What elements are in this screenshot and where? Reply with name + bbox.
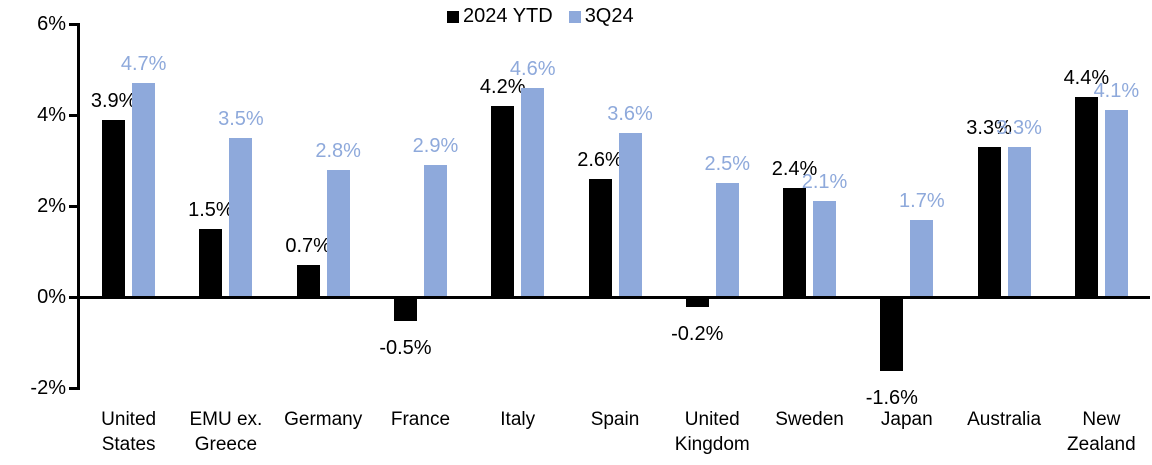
bar-3q24-new-zealand — [1104, 110, 1128, 297]
value-label-3q24-italy: 4.6% — [509, 57, 556, 80]
bar-2024-ytd-japan — [880, 298, 904, 371]
legend: 2024 YTD 3Q24 — [447, 5, 634, 28]
bar-3q24-spain — [618, 133, 642, 297]
category-label-new-zealand: New Zealand — [1067, 409, 1136, 455]
bar-2024-ytd-france — [393, 298, 417, 321]
y-tick — [69, 387, 77, 390]
category-label-united-kingdom: United Kingdom — [674, 409, 750, 455]
value-label-3q24-united-states: 4.7% — [120, 53, 167, 76]
category-label-emu-ex-greece: EMU ex. Greece — [189, 409, 263, 455]
value-label-2024-ytd-spain: 2.6% — [577, 148, 623, 171]
value-label-3q24-united-kingdom: 2.5% — [704, 153, 751, 176]
category-label-italy: Italy — [500, 409, 536, 430]
value-label-2024-ytd-sweden: 2.4% — [771, 157, 818, 180]
y-tick-label: 0% — [37, 286, 66, 308]
bar-3q24-france — [423, 165, 447, 297]
bar-2024-ytd-united-states — [102, 119, 126, 297]
category-label-germany: Germany — [284, 409, 363, 430]
value-label-2024-ytd-united-states: 3.9% — [90, 89, 137, 112]
value-label-3q24-spain: 3.6% — [607, 103, 653, 126]
y-tick — [69, 23, 77, 26]
bar-3q24-japan — [910, 219, 934, 297]
value-label-2024-ytd-japan: -1.6% — [865, 386, 918, 409]
value-label-2024-ytd-germany: 0.7% — [285, 235, 331, 258]
bar-2024-ytd-italy — [491, 105, 515, 297]
value-label-2024-ytd-united-kingdom: -0.2% — [671, 323, 724, 346]
y-tick — [69, 114, 77, 117]
y-tick-label: 4% — [37, 104, 66, 126]
category-label-spain: Spain — [590, 409, 640, 430]
bar-3q24-sweden — [813, 201, 837, 297]
legend-label-2024-ytd: 2024 YTD — [463, 5, 553, 27]
bar-3q24-united-kingdom — [715, 183, 739, 297]
legend-swatch-2024-ytd — [447, 10, 459, 23]
bar-2024-ytd-germany — [296, 265, 320, 297]
value-label-3q24-germany: 2.8% — [315, 139, 361, 162]
y-tick-label: 2% — [37, 195, 66, 217]
y-tick-label: -2% — [30, 377, 66, 399]
value-label-3q24-australia: 3.3% — [996, 116, 1042, 139]
value-label-3q24-france: 2.9% — [412, 135, 459, 158]
bar-2024-ytd-australia — [977, 146, 1001, 297]
legend-swatch-3q24 — [568, 10, 581, 23]
legend-item-2024-ytd: 2024 YTD — [447, 5, 553, 28]
category-label-united-states: United States — [101, 409, 157, 455]
bar-2024-ytd-emu-ex-greece — [199, 228, 223, 297]
value-label-2024-ytd-france: -0.5% — [379, 336, 432, 359]
bar-3q24-emu-ex-greece — [229, 137, 253, 297]
value-label-3q24-sweden: 2.1% — [801, 171, 848, 194]
y-tick — [69, 296, 77, 299]
y-tick — [69, 205, 77, 208]
legend-item-3q24: 3Q24 — [568, 5, 634, 28]
x-axis-line — [77, 295, 1150, 299]
value-label-2024-ytd-italy: 4.2% — [479, 75, 526, 98]
bar-2024-ytd-united-kingdom — [685, 298, 709, 308]
category-label-france: France — [390, 409, 451, 430]
bar-2024-ytd-sweden — [783, 187, 807, 297]
bar-3q24-australia — [1007, 146, 1031, 297]
y-tick-label: 6% — [37, 13, 66, 35]
bar-3q24-italy — [521, 87, 545, 297]
category-label-sweden: Sweden — [775, 409, 844, 430]
value-label-3q24-emu-ex-greece: 3.5% — [218, 107, 264, 130]
category-label-japan: Japan — [880, 409, 933, 430]
legend-label-3q24: 3Q24 — [584, 5, 634, 27]
category-label-australia: Australia — [967, 409, 1042, 430]
y-axis-line — [77, 23, 80, 390]
value-label-2024-ytd-emu-ex-greece: 1.5% — [188, 198, 234, 221]
value-label-2024-ytd-new-zealand: 4.4% — [1063, 66, 1110, 89]
bar-3q24-united-states — [132, 83, 156, 297]
bar-3q24-germany — [326, 169, 350, 297]
value-label-2024-ytd-australia: 3.3% — [966, 116, 1012, 139]
bar-2024-ytd-spain — [588, 178, 612, 297]
bar-2024-ytd-new-zealand — [1074, 96, 1098, 297]
value-label-3q24-japan: 1.7% — [899, 189, 945, 212]
value-label-3q24-new-zealand: 4.1% — [1093, 80, 1140, 103]
